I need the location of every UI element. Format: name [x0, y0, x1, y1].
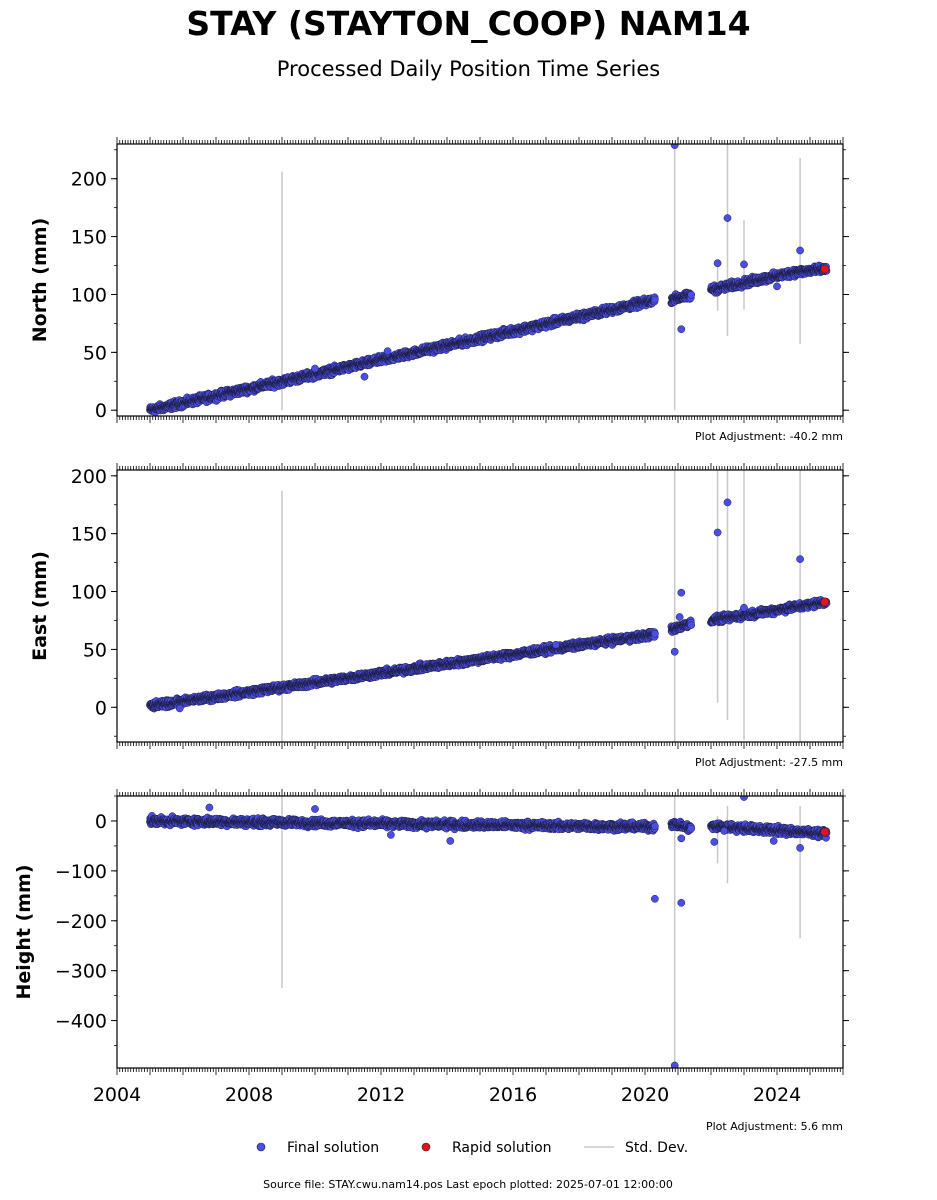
- y-axis-label: North (mm): [29, 218, 51, 343]
- y-tick-label: 200: [71, 169, 107, 191]
- panel-north: 0 50 100 150 200 North (mm) Plot Adjustment: -…: [29, 137, 849, 443]
- y-tick-label: 0: [95, 400, 107, 422]
- final-solution-point: [723, 214, 732, 222]
- y-tick-label: 100: [71, 284, 107, 306]
- plot-adjustment-note: Plot Adjustment: -40.2 mm: [695, 430, 843, 443]
- plot-area: [146, 470, 831, 742]
- y-tick-label: 50: [83, 342, 107, 364]
- final-solution-point: [360, 372, 369, 381]
- final-solution-point: [740, 260, 748, 269]
- final-solution-point: [677, 325, 686, 334]
- plot-area: [146, 144, 831, 416]
- final-solution-point: [311, 364, 319, 373]
- final-solution-point: [687, 290, 696, 299]
- final-solution-point: [773, 282, 781, 291]
- y-tick-label: 150: [71, 227, 107, 249]
- chart-subtitle: Processed Daily Position Time Series: [276, 57, 661, 81]
- final-solution-point: [383, 347, 392, 356]
- chart-title: STAY (STAYTON_COOP) NAM14: [186, 4, 751, 43]
- final-solution-point: [651, 295, 659, 304]
- final-solution-point: [796, 246, 804, 255]
- final-solution-point: [713, 259, 722, 268]
- rapid-solution-point: [820, 264, 830, 274]
